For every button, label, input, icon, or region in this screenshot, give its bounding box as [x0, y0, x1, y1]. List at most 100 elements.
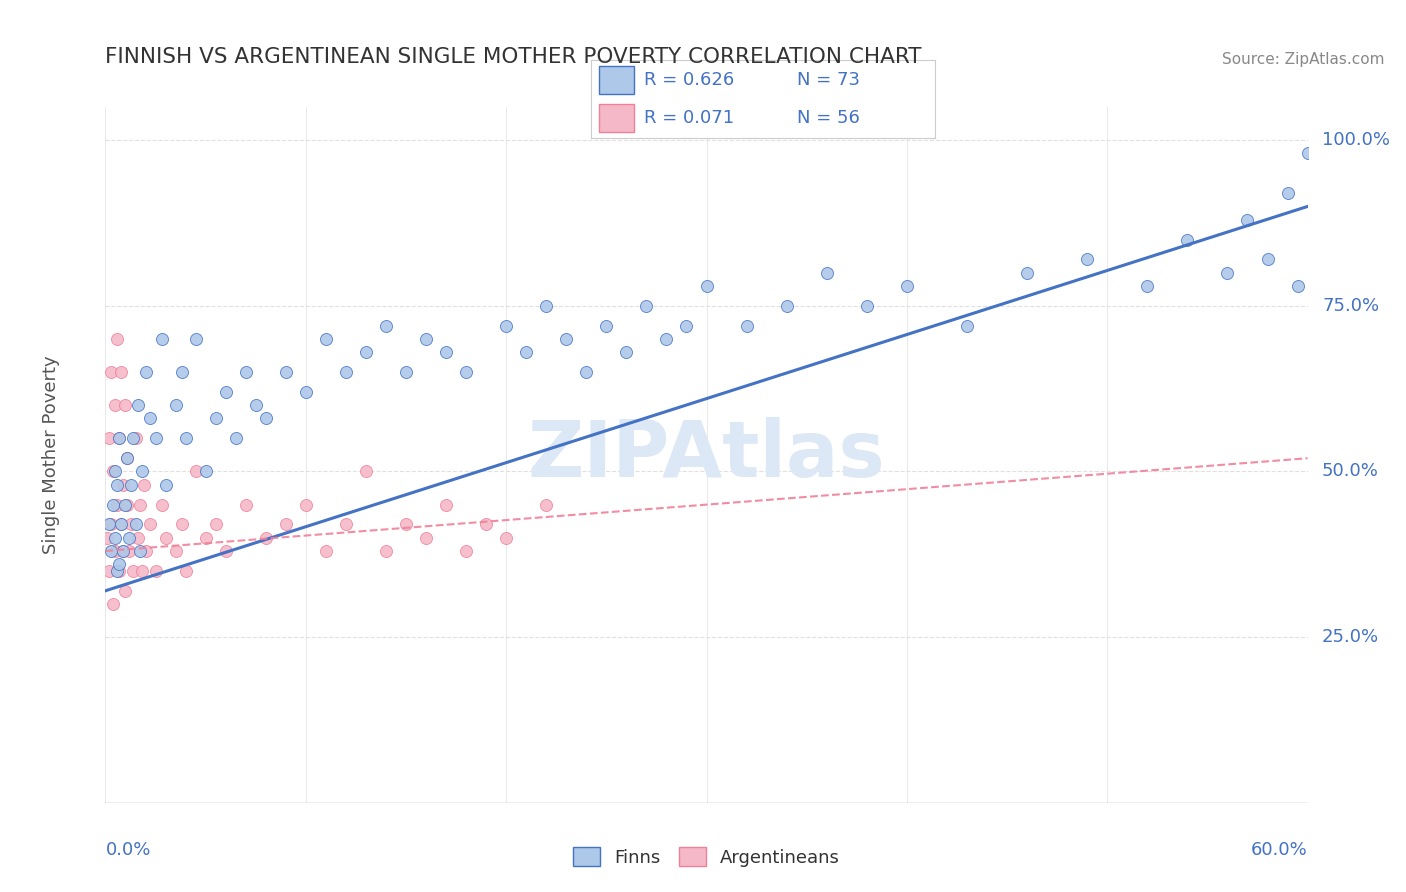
Point	[1017, 266, 1039, 280]
Point	[170, 365, 193, 379]
Point	[214, 384, 236, 399]
Point	[150, 332, 173, 346]
Point	[98, 431, 121, 445]
Text: N = 56: N = 56	[797, 109, 860, 127]
Text: ZIPAtlas: ZIPAtlas	[527, 417, 886, 493]
Point	[98, 564, 121, 578]
Point	[495, 531, 517, 545]
Point	[1236, 212, 1258, 227]
Point	[135, 544, 157, 558]
Point	[100, 544, 122, 558]
Point	[145, 431, 167, 445]
Point	[896, 279, 918, 293]
Point	[108, 431, 131, 445]
Point	[434, 345, 457, 359]
Point	[122, 564, 145, 578]
Point	[315, 332, 337, 346]
Point	[204, 411, 226, 425]
Point	[735, 318, 758, 333]
Text: Single Mother Poverty: Single Mother Poverty	[42, 356, 60, 554]
Point	[354, 465, 377, 479]
Point	[295, 498, 318, 512]
Point	[534, 299, 557, 313]
Point	[108, 558, 131, 572]
Point	[131, 465, 153, 479]
Point	[475, 517, 498, 532]
Point	[127, 531, 149, 545]
Point	[776, 299, 799, 313]
Point	[155, 477, 177, 491]
Point	[274, 517, 297, 532]
Point	[117, 451, 139, 466]
Point	[354, 345, 377, 359]
Point	[655, 332, 678, 346]
Point	[245, 398, 267, 412]
Point	[374, 318, 398, 333]
Point	[515, 345, 537, 359]
Point	[118, 531, 141, 545]
Point	[112, 544, 135, 558]
Point	[225, 431, 247, 445]
Text: R = 0.071: R = 0.071	[644, 109, 734, 127]
Point	[495, 318, 517, 333]
Point	[122, 431, 145, 445]
Point	[555, 332, 578, 346]
Point	[434, 498, 457, 512]
Point	[454, 365, 477, 379]
Point	[1257, 252, 1279, 267]
Point	[100, 365, 122, 379]
Point	[454, 544, 477, 558]
Point	[395, 365, 418, 379]
Point	[170, 517, 193, 532]
Point	[150, 498, 173, 512]
Text: N = 73: N = 73	[797, 71, 860, 89]
Point	[295, 384, 318, 399]
Point	[194, 465, 217, 479]
Point	[165, 544, 187, 558]
Point	[108, 564, 131, 578]
Point	[127, 398, 149, 412]
Point	[104, 398, 127, 412]
Point	[112, 477, 135, 491]
Point	[132, 477, 155, 491]
Text: 50.0%: 50.0%	[1322, 462, 1379, 481]
Text: FINNISH VS ARGENTINEAN SINGLE MOTHER POVERTY CORRELATION CHART: FINNISH VS ARGENTINEAN SINGLE MOTHER POV…	[105, 47, 922, 67]
Point	[575, 365, 598, 379]
Point	[124, 431, 146, 445]
Point	[374, 544, 398, 558]
Point	[118, 544, 141, 558]
Bar	[599, 66, 634, 95]
Point	[103, 498, 125, 512]
Text: R = 0.626: R = 0.626	[644, 71, 734, 89]
Point	[145, 564, 167, 578]
Point	[107, 332, 129, 346]
Point	[104, 531, 127, 545]
Point	[274, 365, 297, 379]
Point	[235, 365, 257, 379]
Point	[138, 517, 160, 532]
Point	[114, 583, 136, 598]
Point	[415, 531, 437, 545]
Point	[174, 564, 197, 578]
Point	[415, 332, 437, 346]
Point	[214, 544, 236, 558]
Point	[103, 597, 125, 611]
Point	[184, 332, 207, 346]
Point	[121, 477, 143, 491]
Text: 60.0%: 60.0%	[1251, 841, 1308, 859]
Point	[96, 531, 118, 545]
Point	[110, 517, 132, 532]
Point	[98, 517, 121, 532]
Legend: Finns, Argentineans: Finns, Argentineans	[565, 840, 848, 874]
Point	[1136, 279, 1159, 293]
Point	[128, 498, 150, 512]
Point	[335, 517, 357, 532]
Point	[104, 465, 127, 479]
Point	[117, 451, 139, 466]
Point	[104, 544, 127, 558]
Point	[124, 517, 146, 532]
Point	[675, 318, 697, 333]
Text: 25.0%: 25.0%	[1322, 628, 1379, 646]
Point	[254, 531, 277, 545]
Point	[184, 465, 207, 479]
